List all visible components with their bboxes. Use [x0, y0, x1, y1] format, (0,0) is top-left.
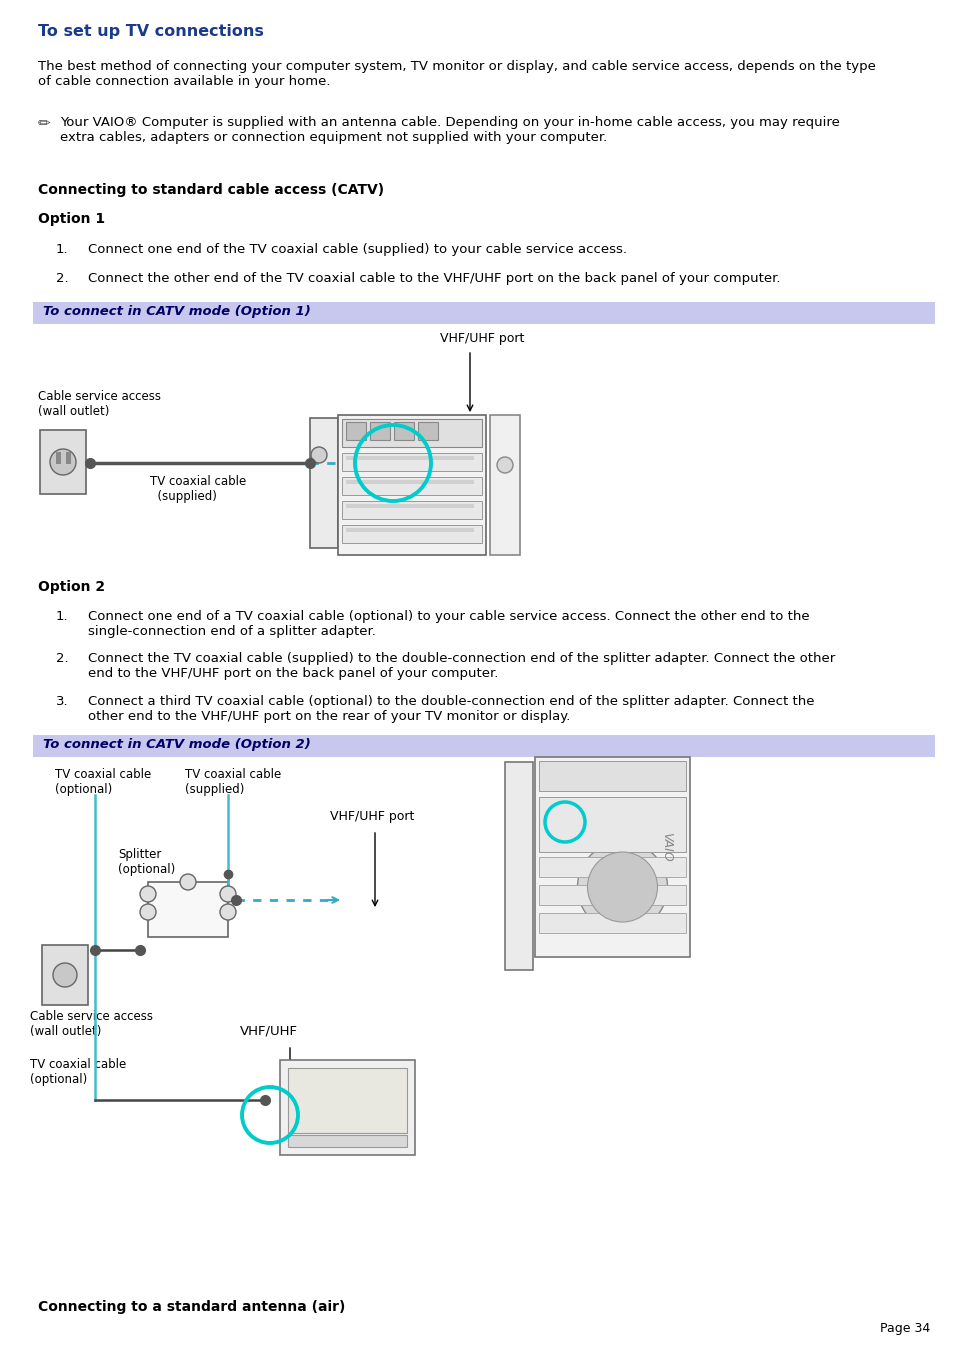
Text: To connect in CATV mode (Option 1): To connect in CATV mode (Option 1) [43, 305, 311, 317]
Bar [346, 528, 474, 532]
Text: The best method of connecting your computer system, TV monitor or display, and c: The best method of connecting your compu… [38, 59, 875, 88]
Bar [280, 1061, 415, 1155]
Text: Connect the TV coaxial cable (supplied) to the double-connection end of the spli: Connect the TV coaxial cable (supplied) … [88, 653, 835, 680]
Text: VAIO: VAIO [659, 832, 672, 862]
Bar [310, 417, 337, 549]
Text: TV coaxial cable
  (supplied): TV coaxial cable (supplied) [150, 476, 246, 503]
Bar [538, 913, 685, 934]
Bar [288, 1135, 407, 1147]
Text: VHF/UHF port: VHF/UHF port [439, 332, 524, 345]
Text: Your VAIO® Computer is supplied with an antenna cable. Depending on your in-home: Your VAIO® Computer is supplied with an … [60, 116, 839, 145]
Text: Cable service access
(wall outlet): Cable service access (wall outlet) [38, 390, 161, 417]
Text: 1.: 1. [56, 611, 69, 623]
Text: ✏: ✏ [38, 116, 51, 131]
Text: Connect the other end of the TV coaxial cable to the VHF/UHF port on the back pa: Connect the other end of the TV coaxial … [88, 272, 780, 285]
Text: 2.: 2. [56, 653, 69, 665]
Bar [337, 415, 485, 555]
Text: TV coaxial cable
(optional): TV coaxial cable (optional) [55, 767, 152, 796]
Text: Option 1: Option 1 [38, 212, 105, 226]
Text: 1.: 1. [56, 243, 69, 255]
Circle shape [311, 447, 327, 463]
Bar [288, 1069, 407, 1133]
Text: Cable service access
(wall outlet): Cable service access (wall outlet) [30, 1011, 152, 1038]
Bar [538, 857, 685, 877]
Bar [538, 761, 685, 790]
Text: VHF/UHF port: VHF/UHF port [330, 811, 414, 823]
Text: 2.: 2. [56, 272, 69, 285]
Bar [42, 944, 88, 1005]
Circle shape [497, 457, 513, 473]
Bar [490, 415, 519, 555]
Text: 3.: 3. [56, 694, 69, 708]
Bar [341, 501, 481, 519]
Bar [346, 480, 474, 484]
Bar [538, 885, 685, 905]
Text: TV coaxial cable
(optional): TV coaxial cable (optional) [30, 1058, 126, 1086]
Text: Connect a third TV coaxial cable (optional) to the double-connection end of the : Connect a third TV coaxial cable (option… [88, 694, 814, 723]
Text: Option 2: Option 2 [38, 580, 105, 594]
Circle shape [220, 886, 235, 902]
Bar [538, 797, 685, 852]
Text: Connect one end of a TV coaxial cable (optional) to your cable service access. C: Connect one end of a TV coaxial cable (o… [88, 611, 809, 638]
Circle shape [587, 852, 657, 921]
Text: Connecting to a standard antenna (air): Connecting to a standard antenna (air) [38, 1300, 345, 1315]
Bar [370, 422, 390, 440]
Bar [504, 762, 533, 970]
Bar [341, 419, 481, 447]
Circle shape [577, 842, 667, 932]
Circle shape [140, 886, 156, 902]
Bar [341, 453, 481, 471]
Text: Splitter
(optional): Splitter (optional) [118, 848, 175, 875]
Circle shape [140, 904, 156, 920]
Text: VHF/UHF: VHF/UHF [240, 1025, 297, 1038]
Bar [346, 422, 366, 440]
Bar [148, 882, 228, 938]
Text: Page 34: Page 34 [879, 1323, 929, 1335]
Circle shape [220, 904, 235, 920]
Bar [341, 477, 481, 494]
Circle shape [53, 963, 77, 988]
Bar [535, 757, 689, 957]
Bar [341, 526, 481, 543]
Bar [346, 504, 474, 508]
Bar [33, 735, 934, 757]
Text: TV coaxial cable
(supplied): TV coaxial cable (supplied) [185, 767, 281, 796]
Bar [56, 453, 61, 463]
Bar [33, 303, 934, 324]
Bar [40, 430, 86, 494]
Bar [66, 453, 71, 463]
Circle shape [180, 874, 195, 890]
Circle shape [50, 449, 76, 476]
Text: To connect in CATV mode (Option 2): To connect in CATV mode (Option 2) [43, 738, 311, 751]
Bar [394, 422, 414, 440]
Text: Connecting to standard cable access (CATV): Connecting to standard cable access (CAT… [38, 182, 384, 197]
Text: To set up TV connections: To set up TV connections [38, 24, 264, 39]
Bar [417, 422, 437, 440]
Text: Connect one end of the TV coaxial cable (supplied) to your cable service access.: Connect one end of the TV coaxial cable … [88, 243, 626, 255]
Bar [346, 457, 474, 459]
